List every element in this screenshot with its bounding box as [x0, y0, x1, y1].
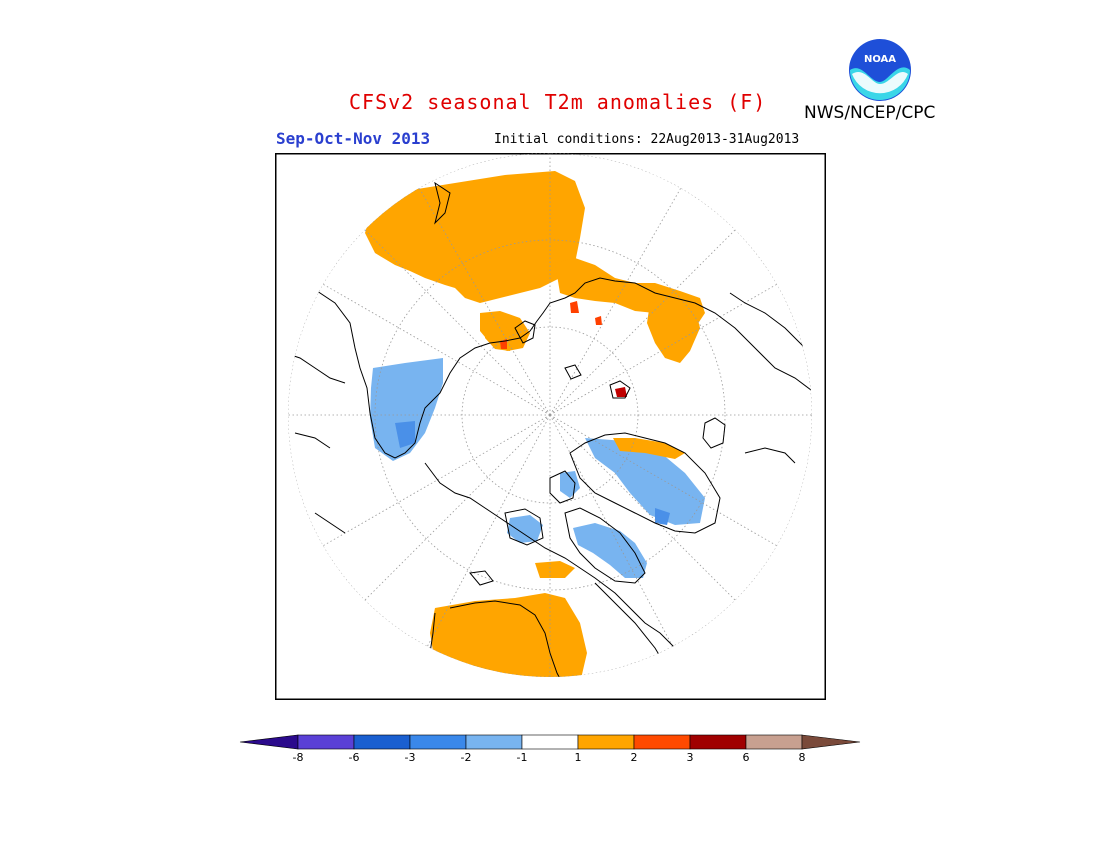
- noaa-logo: NOAA: [849, 39, 911, 101]
- agency-label: NWS/NCEP/CPC: [804, 103, 936, 123]
- colorbar-swatch: [521, 734, 579, 750]
- anomaly-warm-eurasia: [365, 171, 585, 303]
- colorbar-tick-label: -2: [461, 751, 472, 764]
- colorbar-tick-label: 8: [799, 751, 806, 764]
- colorbar-tick-label: 3: [687, 751, 694, 764]
- colorbar-tick-label: -3: [405, 751, 416, 764]
- colorbar-arrow-high: [801, 734, 861, 750]
- anomaly-cool-hudson: [573, 523, 647, 578]
- anomaly-cool-canada-core: [655, 508, 670, 525]
- colorbar-tick-label: 6: [743, 751, 750, 764]
- colorbar-tick-label: -1: [517, 751, 528, 764]
- colorbar-arrow-low: [239, 734, 299, 750]
- anomaly-cool-canada: [585, 438, 705, 525]
- anomaly-cool-islands-2: [560, 471, 580, 498]
- anomaly-warm-strip-south: [535, 561, 575, 578]
- polar-map: [275, 153, 826, 700]
- anomaly-hot-spot-1: [570, 301, 579, 313]
- noaa-logo-text: NOAA: [864, 54, 896, 65]
- anomaly-cool-islands: [507, 515, 543, 543]
- anomaly-hot-spot-2: [615, 387, 627, 397]
- colorbar-swatch: [465, 734, 523, 750]
- colorbar-swatch: [353, 734, 411, 750]
- anomaly-cool-west-core: [395, 421, 415, 448]
- anomaly-hot-spot-4: [595, 316, 602, 325]
- colorbar-tick-label: 2: [631, 751, 638, 764]
- colorbar-swatch: [409, 734, 467, 750]
- colorbar: -8 -6 -3 -2 -1 1 2 3 6 8: [239, 734, 861, 764]
- anomaly-warm-greenland-fringe: [485, 323, 515, 351]
- colorbar-tick-label: -8: [293, 751, 304, 764]
- colorbar-swatch: [689, 734, 747, 750]
- colorbar-swatch: [745, 734, 803, 750]
- colorbar-swatch: [633, 734, 691, 750]
- colorbar-swatch: [297, 734, 355, 750]
- season-label: Sep-Oct-Nov 2013: [276, 129, 431, 148]
- initial-conditions-label: Initial conditions: 22Aug2013-31Aug2013: [494, 132, 800, 147]
- colorbar-tick-label: 1: [575, 751, 582, 764]
- colorbar-tick-label: -6: [349, 751, 360, 764]
- anomaly-cool-west: [370, 358, 443, 461]
- map-title: CFSv2 seasonal T2m anomalies (F): [349, 90, 767, 114]
- anomaly-warm-alaska: [613, 438, 685, 459]
- colorbar-swatch: [577, 734, 635, 750]
- anomaly-warm-chukotka: [647, 301, 700, 363]
